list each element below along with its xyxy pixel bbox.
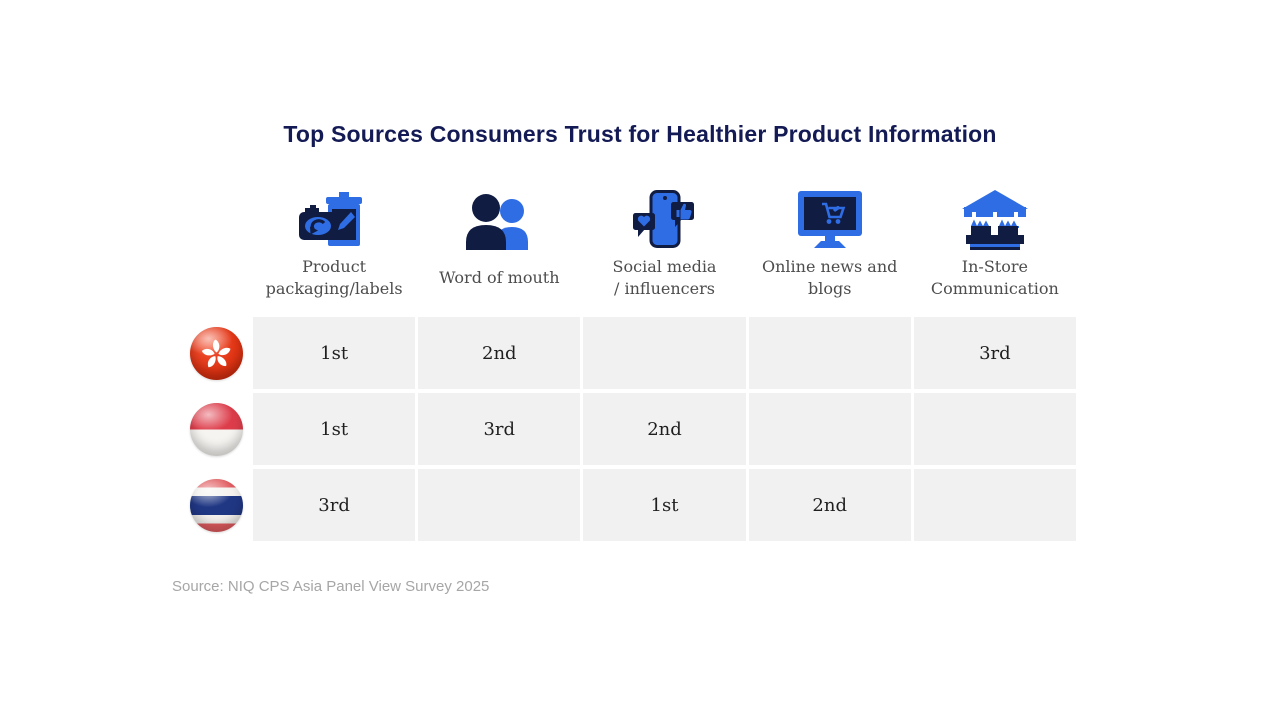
packaging-label-icon xyxy=(299,178,369,250)
empty-cell xyxy=(748,393,911,465)
column-label: Word of mouth xyxy=(439,267,560,287)
empty-cell xyxy=(748,317,911,389)
column-header: Social media / influencers xyxy=(583,178,745,301)
market-stall-icon xyxy=(960,178,1030,250)
rank-cell: 3rd xyxy=(418,393,581,465)
people-icon xyxy=(466,178,532,250)
monitor-cart-icon xyxy=(795,178,865,250)
phone-social-icon xyxy=(630,178,698,250)
column-label: Online news and blogs xyxy=(762,256,898,298)
indonesia-flag-icon xyxy=(190,403,243,456)
hong-kong-flag-icon xyxy=(190,327,243,380)
rank-cell: 3rd xyxy=(913,317,1076,389)
page-title: Top Sources Consumers Trust for Healthie… xyxy=(283,121,997,147)
rank-cell: 3rd xyxy=(253,469,416,541)
header-row: Product packaging/labels Word of mouth S… xyxy=(253,178,1076,301)
rank-cell: 1st xyxy=(253,317,416,389)
thailand-flag-icon xyxy=(190,479,243,532)
rank-cell: 2nd xyxy=(583,393,746,465)
empty-cell xyxy=(913,393,1076,465)
rank-cell: 1st xyxy=(583,469,746,541)
flag-column xyxy=(190,327,243,532)
rank-cell: 2nd xyxy=(418,317,581,389)
column-label: In-Store Communication xyxy=(930,256,1059,298)
column-header: Product packaging/labels xyxy=(253,178,415,301)
empty-cell xyxy=(913,469,1076,541)
column-header: Online news and blogs xyxy=(749,178,911,301)
empty-cell xyxy=(583,317,746,389)
column-header: In-Store Communication xyxy=(914,178,1076,301)
column-header: Word of mouth xyxy=(418,178,580,301)
empty-cell xyxy=(418,469,581,541)
rank-grid: 1st 2nd 3rd 1st 3rd 2nd 3rd 1st 2nd xyxy=(253,317,1076,541)
column-label: Social media / influencers xyxy=(612,256,717,298)
column-label: Product packaging/labels xyxy=(265,256,403,298)
source-note: Source: NIQ CPS Asia Panel View Survey 2… xyxy=(172,578,490,595)
rank-cell: 2nd xyxy=(748,469,911,541)
rank-cell: 1st xyxy=(253,393,416,465)
